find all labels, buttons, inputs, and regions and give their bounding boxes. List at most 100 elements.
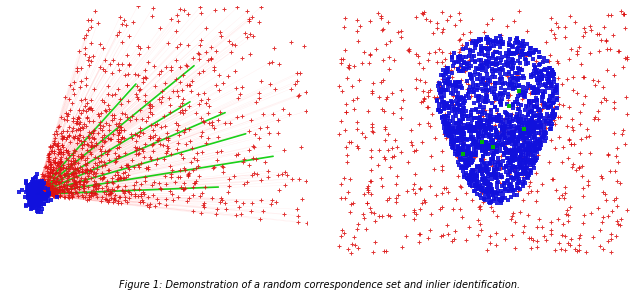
Point [396, 34, 406, 39]
Point [82, 142, 92, 146]
Point [479, 143, 489, 147]
Point [378, 154, 388, 159]
Point [380, 126, 390, 131]
Point [515, 131, 525, 136]
Point [503, 156, 513, 161]
Point [447, 145, 458, 150]
Point [519, 141, 529, 146]
Point [442, 100, 452, 105]
Point [509, 60, 519, 65]
Point [507, 185, 517, 189]
Point [531, 199, 541, 204]
Point [548, 110, 558, 115]
Point [245, 31, 255, 36]
Point [476, 132, 486, 137]
Point [57, 134, 67, 138]
Point [510, 137, 520, 142]
Point [72, 136, 83, 141]
Point [462, 62, 472, 67]
Point [365, 19, 375, 24]
Point [482, 187, 492, 192]
Point [50, 142, 60, 146]
Point [59, 188, 69, 193]
Point [35, 192, 45, 196]
Point [44, 157, 54, 161]
Point [489, 152, 499, 156]
Point [518, 127, 529, 132]
Point [542, 59, 552, 63]
Point [531, 148, 541, 153]
Point [492, 49, 502, 54]
Point [83, 114, 93, 119]
Point [79, 142, 90, 146]
Point [252, 172, 262, 177]
Point [439, 114, 449, 118]
Point [66, 172, 76, 176]
Point [523, 129, 533, 134]
Point [42, 192, 52, 197]
Point [73, 161, 83, 166]
Point [508, 188, 518, 193]
Point [131, 117, 141, 122]
Point [116, 200, 126, 205]
Point [285, 86, 296, 91]
Point [506, 186, 516, 191]
Point [22, 191, 33, 196]
Point [453, 144, 463, 148]
Point [36, 190, 47, 195]
Point [115, 96, 125, 101]
Point [574, 243, 584, 248]
Point [68, 162, 79, 167]
Point [465, 159, 476, 163]
Point [33, 198, 43, 203]
Point [418, 88, 428, 93]
Point [492, 150, 502, 154]
Point [471, 151, 481, 156]
Point [125, 118, 135, 122]
Point [26, 188, 36, 193]
Point [522, 28, 532, 33]
Point [134, 151, 145, 155]
Point [382, 148, 392, 152]
Point [563, 218, 573, 223]
Point [33, 204, 44, 208]
Point [515, 41, 525, 45]
Point [503, 64, 513, 68]
Point [491, 171, 501, 176]
Point [481, 88, 491, 93]
Point [44, 191, 54, 196]
Point [454, 54, 464, 59]
Point [28, 188, 38, 193]
Point [511, 47, 522, 51]
Point [488, 74, 498, 79]
Point [476, 118, 486, 122]
Point [141, 166, 151, 171]
Point [145, 135, 156, 140]
Point [444, 103, 454, 108]
Point [526, 109, 536, 114]
Point [115, 30, 125, 35]
Point [86, 105, 96, 110]
Point [457, 113, 467, 118]
Point [449, 140, 459, 144]
Point [498, 40, 508, 45]
Point [49, 151, 59, 155]
Point [446, 132, 456, 136]
Point [37, 192, 47, 197]
Point [198, 118, 208, 123]
Point [47, 191, 58, 195]
Point [65, 183, 76, 188]
Point [171, 77, 181, 82]
Point [466, 172, 476, 177]
Point [510, 100, 520, 105]
Point [35, 186, 45, 191]
Point [443, 88, 453, 93]
Point [466, 94, 476, 98]
Point [33, 200, 43, 205]
Point [191, 111, 201, 115]
Point [508, 149, 518, 154]
Point [523, 156, 533, 161]
Point [495, 149, 506, 154]
Point [550, 146, 560, 151]
Point [74, 115, 84, 120]
